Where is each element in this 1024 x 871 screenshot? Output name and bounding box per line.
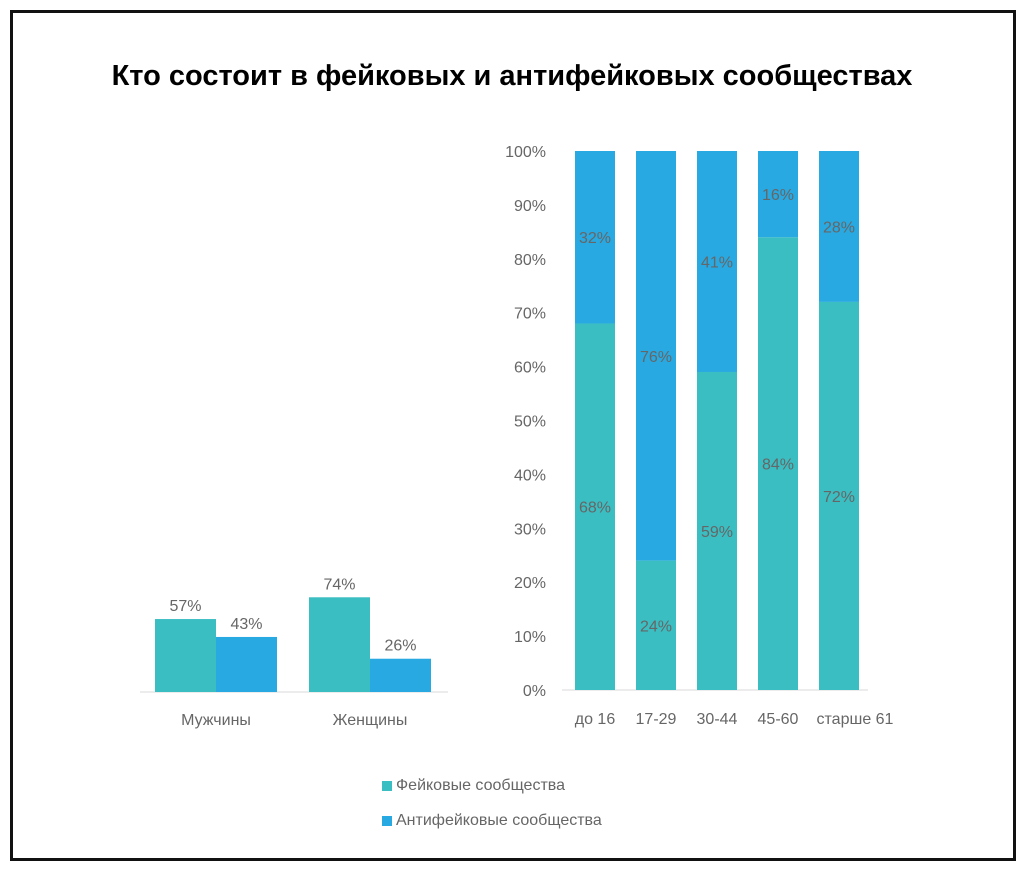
chart2-x-tick-label-4: старше 61 bbox=[817, 711, 894, 728]
chart2-y-tick-label-7: 70% bbox=[514, 306, 546, 323]
chart2-bar-2-0 bbox=[697, 371, 737, 690]
chart2-x-tick-label-1: 17-29 bbox=[636, 711, 677, 728]
chart2-x-tick-label-2: 30-44 bbox=[697, 711, 738, 728]
chart2-data-label-4-1: 28% bbox=[823, 219, 855, 236]
chart2-bar-1-1 bbox=[636, 151, 676, 561]
chart1-data-label-1-0: 74% bbox=[323, 576, 355, 593]
legend-item-antifake: Антифейковые сообщества bbox=[382, 803, 602, 838]
chart2-bar-3-1 bbox=[758, 151, 798, 238]
chart2-x-tick-label-0: до 16 bbox=[575, 711, 616, 728]
chart2-data-label-4-0: 72% bbox=[823, 489, 855, 506]
chart1-x-tick-label-1: Женщины bbox=[333, 712, 408, 729]
chart2-y-tick-label-9: 90% bbox=[514, 198, 546, 215]
chart2-data-label-0-0: 68% bbox=[579, 500, 611, 517]
chart2-data-label-1-0: 24% bbox=[640, 618, 672, 635]
chart1-x-tick-label-0: Мужчины bbox=[181, 712, 251, 729]
legend-item-fake: Фейковые сообщества bbox=[382, 768, 602, 803]
chart2-bar-3-0 bbox=[758, 237, 798, 691]
chart2-bar-4-1 bbox=[819, 151, 859, 302]
chart1-bar-0-0 bbox=[155, 619, 216, 692]
legend-swatch-fake bbox=[382, 780, 392, 791]
legend-swatch-antifake bbox=[382, 815, 392, 826]
chart2-y-tick-label-5: 50% bbox=[514, 414, 546, 431]
chart1-bar-1-0 bbox=[309, 597, 370, 692]
chart2-data-label-3-0: 84% bbox=[762, 457, 794, 474]
chart1-data-label-0-1: 43% bbox=[230, 616, 262, 633]
chart1-bar-0-1 bbox=[216, 636, 277, 692]
chart2-y-tick-label-4: 40% bbox=[514, 467, 546, 484]
chart2-bar-2-1 bbox=[697, 151, 737, 372]
chart2-y-tick-label-3: 30% bbox=[514, 521, 546, 538]
chart2-x-tick-label-3: 45-60 bbox=[758, 711, 799, 728]
chart2-bar-0-0 bbox=[575, 323, 615, 690]
chart2-data-label-1-1: 76% bbox=[640, 349, 672, 366]
chart2-data-label-2-0: 59% bbox=[701, 524, 733, 541]
chart2-data-label-0-1: 32% bbox=[579, 230, 611, 247]
chart2-y-tick-label-0: 0% bbox=[523, 683, 546, 700]
chart2-bar-1-0 bbox=[636, 560, 676, 690]
chart2-bar-0-1 bbox=[575, 151, 615, 324]
legend-label-fake: Фейковые сообщества bbox=[396, 776, 565, 794]
chart1-bar-1-1 bbox=[370, 658, 431, 692]
legend: Фейковые сообщества Антифейковые сообщес… bbox=[382, 768, 602, 838]
chart2-y-tick-label-6: 60% bbox=[514, 360, 546, 377]
chart2-y-tick-label-2: 20% bbox=[514, 575, 546, 592]
chart2-y-tick-label-10: 100% bbox=[505, 144, 546, 161]
chart2-y-tick-label-8: 80% bbox=[514, 252, 546, 269]
legend-label-antifake: Антифейковые сообщества bbox=[396, 811, 602, 829]
chart2-data-label-3-1: 16% bbox=[762, 187, 794, 204]
chart1-data-label-1-1: 26% bbox=[384, 638, 416, 655]
chart2-y-tick-label-1: 10% bbox=[514, 629, 546, 646]
chart-title: Кто состоит в фейковых и антифейковых со… bbox=[111, 60, 913, 92]
chart2-bar-4-0 bbox=[819, 301, 859, 690]
chart1-data-label-0-0: 57% bbox=[169, 598, 201, 615]
chart2-data-label-2-1: 41% bbox=[701, 254, 733, 271]
